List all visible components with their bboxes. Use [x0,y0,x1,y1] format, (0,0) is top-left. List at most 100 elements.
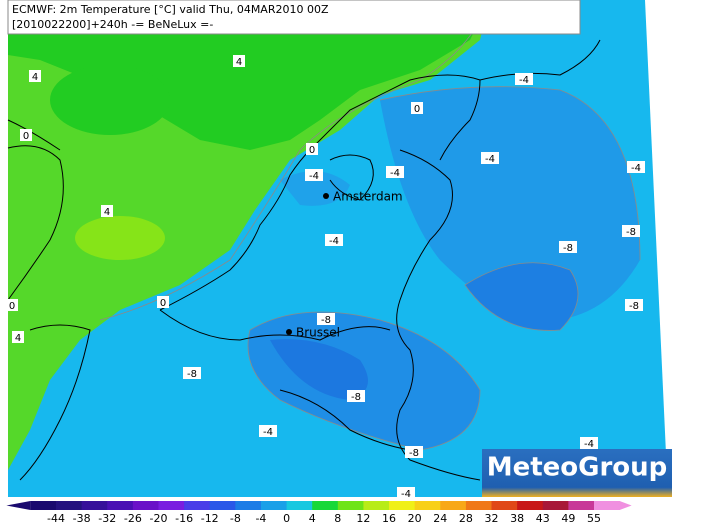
colorbar-cell [81,501,108,510]
colorbar-cell [286,501,313,510]
city-dot [286,329,292,335]
contour-label-bg [325,234,343,246]
contour-label-bg [386,166,404,178]
contour-label: -4 [584,439,594,450]
colorbar-cell [568,501,595,510]
contour-label-bg [317,313,335,325]
colorbar-cell [107,501,134,510]
header-line: ECMWF: 2m Temperature [°C] valid Thu, 04… [12,3,329,16]
colorbar-cell [56,501,83,510]
contour-label-bg [6,299,18,311]
colorbar-cell [260,501,288,510]
colorbar-tick-label: 16 [382,512,396,525]
colorbar-tick-label: -4 [255,512,266,525]
contour-label-bg [306,143,318,155]
colorbar-cell [414,501,441,510]
contour-label-bg [12,331,24,343]
colorbar-cell [594,501,621,510]
contour-label-bg [559,241,577,253]
colorbar-tick-label: 20 [408,512,422,525]
colorbar-tick-label: -16 [175,512,193,525]
contour-label: 4 [236,57,242,68]
contour-label-bg [233,55,245,67]
colorbar-tick-label: 55 [587,512,601,525]
colorbar-tick-label: 0 [283,512,290,525]
contour-label: -8 [563,243,573,254]
colorbar-cell [209,501,236,510]
contour-label-bg [20,129,32,141]
colorbar-tick-label: 24 [433,512,447,525]
colorbar-cell [363,501,390,510]
colorbar-tick-label: 32 [485,512,499,525]
contour-label: -8 [409,448,419,459]
colorbar-cell [517,501,544,510]
colorbar-cell [440,501,467,510]
contour-label: 0 [309,145,315,156]
contour-label-bg [347,390,365,402]
contour-label: 0 [23,131,29,142]
contour-label-bg [411,102,423,114]
colorbar-end [619,501,632,510]
contour-label-bg [183,367,201,379]
contour-label-bg [305,169,323,181]
contour-label: -4 [485,154,495,165]
contour-label: 4 [15,333,21,344]
colorbar-tick-label: 43 [536,512,550,525]
colorbar-cell [312,501,339,510]
contour-label-bg [627,161,645,173]
contour-label: 0 [9,301,15,312]
colorbar-tick-label: 12 [356,512,370,525]
contour-label-bg [29,70,41,82]
colorbar-tick-label: -32 [98,512,116,525]
contour-label-bg [481,152,499,164]
contour-label: -4 [263,427,273,438]
contour-label: -4 [390,168,400,179]
colorbar-cell [542,501,569,510]
colorbar-tick-label: -38 [73,512,91,525]
colorbar-cell [30,501,57,510]
contour-label: -8 [187,369,197,380]
contour-label: -8 [351,392,361,403]
colorbar-tick-label: -20 [149,512,167,525]
contour-label: -4 [631,163,641,174]
colorbar-tick-label: 8 [334,512,341,525]
colorbar-tick-label: 49 [561,512,575,525]
header-box [7,0,581,35]
contour-label: -8 [629,301,639,312]
city-label: Amsterdam [333,190,403,204]
colorbar-cell [235,501,262,510]
contour-label: -8 [321,315,331,326]
contour-label: -8 [626,227,636,238]
colorbar-cell [491,501,518,510]
colorbar-tick-label: -8 [230,512,241,525]
colorbar-tick-label: -12 [201,512,219,525]
logo: MeteoGroup [487,453,668,483]
contour-label-bg [405,446,423,458]
colorbar-tick-label: -44 [47,512,65,525]
colorbar-cell [465,501,493,510]
contour-label-bg [580,437,598,449]
contour-label: 4 [104,207,110,218]
colorbar-cell [158,501,185,510]
contour-label: 0 [160,298,166,309]
contour-label: 4 [32,72,38,83]
colorbar-tick-label: -26 [124,512,142,525]
contour-label: 0 [414,104,420,115]
contour-label: -4 [401,489,411,500]
contour-label-bg [157,296,169,308]
colorbar-cell [132,501,159,510]
colorbar-cell [389,501,416,510]
colorbar-end [6,501,31,510]
contour-label: -4 [309,171,319,182]
contour-label-bg [625,299,643,311]
logo-box [482,449,672,497]
colorbar-tick-label: 38 [510,512,524,525]
temperature-field [8,0,668,497]
contour-label-bg [101,205,113,217]
contour-label-bg [622,225,640,237]
colorbar: -44 -38 -32 -26 -20 -16 -12 -8 -4 0 4 8 12 16 20 24 28 32… [6,501,632,525]
colorbar-cell [184,501,211,510]
contour-label-bg [515,73,533,85]
